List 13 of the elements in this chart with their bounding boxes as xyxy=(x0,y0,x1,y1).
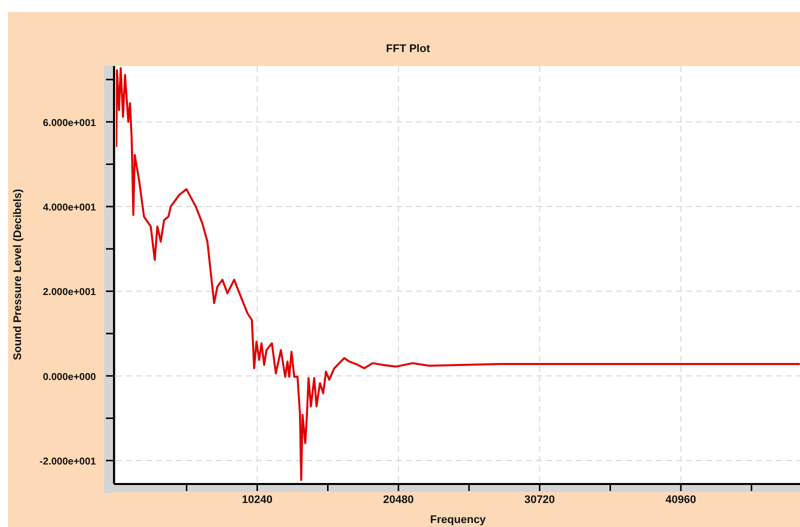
y-tick-label: 0.000e+000 xyxy=(42,372,96,383)
x-tick-label: 20480 xyxy=(383,494,414,506)
y-tick-label: 2.000e+001 xyxy=(42,287,96,298)
y-tick-label: 4.000e+001 xyxy=(42,202,96,214)
x-tick-label: 30720 xyxy=(524,494,555,506)
x-tick-label: 40960 xyxy=(666,494,696,506)
y-tick-label: 6.000e+001 xyxy=(42,118,96,129)
y-axis-title: Sound Pressure Level (Decibels) xyxy=(12,188,24,360)
x-tick-label: 10240 xyxy=(242,494,273,506)
line-series xyxy=(116,67,800,482)
x-axis-title: Frequency xyxy=(430,514,487,526)
y-tick-label: -2.000e+001 xyxy=(40,456,96,468)
chart-title: FFT Plot xyxy=(386,43,430,55)
